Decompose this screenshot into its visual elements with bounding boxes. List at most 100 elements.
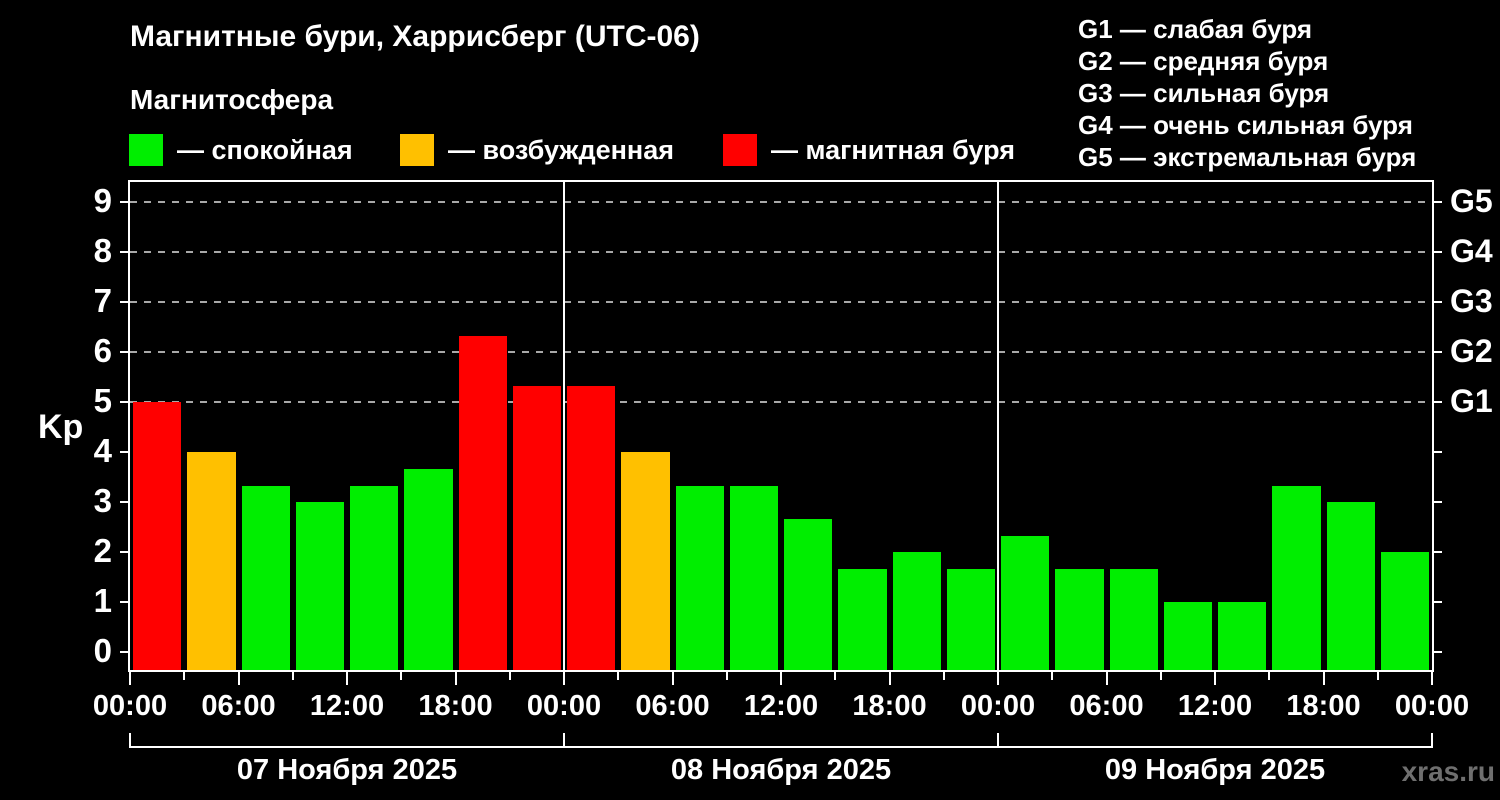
xras-watermark[interactable]: xras.ru <box>1401 756 1495 787</box>
kp-bar <box>1326 502 1375 670</box>
right-axis-tick <box>1432 451 1442 453</box>
x-axis-tick <box>563 672 565 685</box>
legend-swatch-storm <box>723 134 757 166</box>
y-axis-tick-label: 3 <box>93 482 112 519</box>
kp-bar <box>1055 568 1104 670</box>
y-axis-tick <box>120 301 130 303</box>
x-axis-tick <box>129 672 131 685</box>
x-axis-time-label: 12:00 <box>1177 690 1253 722</box>
x-axis-tick <box>834 672 837 680</box>
magnetosphere-legend: — спокойная — возбужденная — магнитная бур… <box>0 133 1100 169</box>
date-label: 07 Ноября 2025 <box>236 754 458 786</box>
x-axis-time-label: 06:00 <box>1069 690 1144 722</box>
day-divider-line <box>997 182 999 670</box>
y-axis-tick <box>120 501 130 503</box>
legend-item: — спокойная <box>129 133 353 167</box>
date-bracket-tick <box>997 733 999 748</box>
g-scale-legend: G1 — слабая буря G2 — средняя буря G3 — си… <box>1078 13 1416 173</box>
kp-bar <box>892 552 941 670</box>
right-axis-tick <box>1432 301 1442 303</box>
x-axis-time-label: 18:00 <box>418 690 493 722</box>
kp-gridline <box>130 251 1432 253</box>
y-axis-tick <box>120 451 130 453</box>
kp-bar <box>621 452 670 670</box>
right-axis-label: G2 <box>1450 333 1493 369</box>
y-axis-tick-label: 0 <box>93 632 112 669</box>
kp-bar <box>567 385 616 670</box>
y-axis-tick <box>120 551 130 553</box>
y-axis-tick <box>120 251 130 253</box>
kp-bar <box>1380 552 1429 670</box>
x-axis-time-label: 06:00 <box>635 690 710 722</box>
kp-bar <box>350 485 399 670</box>
y-axis-tick-label: 4 <box>93 432 112 469</box>
date-label: 08 Ноября 2025 <box>670 754 892 786</box>
x-axis-tick <box>454 672 457 685</box>
right-axis-tick <box>1432 251 1442 253</box>
y-axis-tick <box>120 351 130 353</box>
x-axis-tick <box>888 672 891 685</box>
y-axis-tick-label: 1 <box>93 582 112 619</box>
x-axis-time-label: 06:00 <box>201 690 276 722</box>
y-axis-tick <box>120 651 130 653</box>
y-axis-tick <box>120 201 130 203</box>
right-axis-tick <box>1432 601 1442 603</box>
x-axis-tick <box>1322 672 1325 685</box>
kp-bar <box>784 518 833 670</box>
kp-bar <box>1272 485 1321 670</box>
legend-item: — магнитная буря <box>723 133 1015 167</box>
kp-bar <box>838 568 887 670</box>
right-axis-label: G3 <box>1450 283 1493 319</box>
right-axis-tick <box>1432 401 1442 403</box>
x-axis-tick <box>997 672 999 685</box>
x-axis-tick <box>1051 672 1054 680</box>
y-axis-tick-label: 6 <box>93 332 112 369</box>
kp-bar <box>458 335 507 670</box>
kp-bar <box>295 502 344 670</box>
y-axis-tick <box>120 401 130 403</box>
g-scale-legend-line: G5 — экстремальная буря <box>1078 142 1417 172</box>
x-axis-tick <box>942 672 945 680</box>
legend-swatch-excited <box>400 134 434 166</box>
kp-bar <box>729 485 778 670</box>
date-label: 09 Ноября 2025 <box>1104 754 1326 786</box>
right-axis-tick <box>1432 651 1442 653</box>
right-axis-label: G5 <box>1450 183 1493 219</box>
y-axis-tick-label: 5 <box>93 382 112 419</box>
x-axis-tick <box>508 672 511 680</box>
y-axis-tick <box>120 601 130 603</box>
x-axis-tick <box>291 672 294 680</box>
x-axis-time-label: 12:00 <box>309 690 385 722</box>
x-axis-time-label: 00:00 <box>526 690 602 722</box>
x-axis-time-label: 00:00 <box>92 690 168 722</box>
x-axis-tick <box>1105 672 1108 685</box>
x-axis-tick <box>400 672 403 680</box>
kp-bar <box>1109 568 1158 670</box>
x-axis-tick <box>1431 672 1433 685</box>
y-axis-tick-label: 8 <box>93 232 112 269</box>
x-axis-tick <box>780 672 782 685</box>
chart-title: Магнитные бури, Харрисберг (UTC-06) <box>130 20 700 53</box>
g-scale-legend-line: G3 — сильная буря <box>1078 78 1330 108</box>
x-axis-tick <box>725 672 728 680</box>
right-axis-tick <box>1432 201 1442 203</box>
right-axis-tick <box>1432 551 1442 553</box>
x-axis-tick <box>1376 672 1379 680</box>
legend-item-label: — спокойная <box>177 134 353 165</box>
y-axis-title: Kp <box>38 408 84 446</box>
g-scale-legend-line: G1 — слабая буря <box>1078 14 1313 44</box>
x-axis-tick <box>237 672 240 685</box>
legend-item-label: — магнитная буря <box>771 134 1015 165</box>
x-axis-tick <box>1159 672 1162 680</box>
plot-area <box>128 180 1434 672</box>
right-axis-label: G1 <box>1450 383 1493 419</box>
g-scale-legend-line: G2 — средняя буря <box>1078 46 1329 76</box>
kp-gridline <box>130 401 1432 403</box>
date-bracket-tick <box>1431 733 1433 748</box>
kp-bar <box>675 485 724 670</box>
x-axis-time-label: 18:00 <box>852 690 927 722</box>
legend-swatch-quiet <box>129 134 163 166</box>
x-axis-tick <box>346 672 348 685</box>
kp-gridline <box>130 201 1432 203</box>
